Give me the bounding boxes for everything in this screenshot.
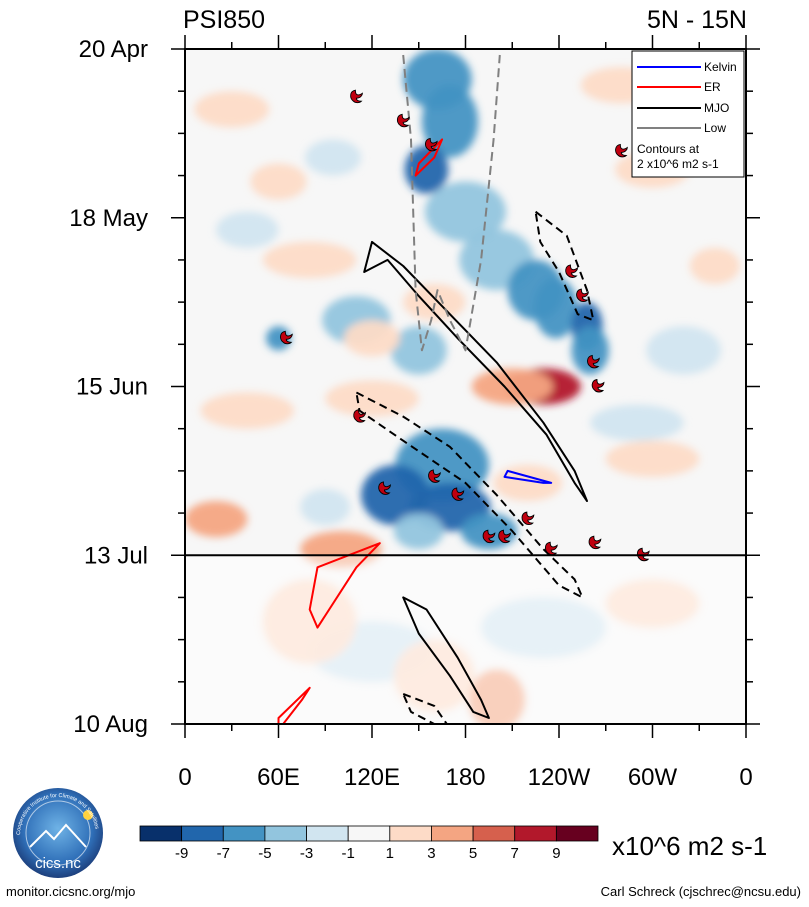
kelvin-contour	[503, 469, 553, 484]
mjo-contour-negative	[402, 692, 448, 724]
logo-mountains	[29, 823, 87, 848]
logo-wordmark: cics.nc	[35, 855, 81, 872]
anomaly-blob	[343, 320, 401, 357]
anomaly-blob	[300, 531, 382, 568]
colorbar-swatch	[264, 825, 307, 842]
colorbar-label: -5	[258, 845, 271, 862]
logo-satellite-icon	[83, 810, 93, 820]
legend-note-line1: Contours at	[637, 142, 700, 156]
colorbar-swatch	[139, 825, 183, 842]
er-contour	[414, 138, 444, 177]
legend: Kelvin ER MJO Low Contours at 2 x10^6 m2…	[631, 50, 745, 178]
legend-note-line2: 2 x10^6 m2 s-1	[637, 157, 719, 171]
colorbar-swatch	[306, 825, 349, 842]
mjo-contour-negative	[534, 210, 595, 322]
colorbar-swatch	[347, 825, 391, 842]
mjo-contour	[363, 240, 588, 502]
colorbar-label: -1	[342, 845, 355, 862]
anomaly-blob	[424, 181, 507, 242]
colorbar-label: 5	[469, 845, 477, 862]
y-tick-label: 13 Jul	[84, 542, 148, 569]
x-axis-labels: 0 60E 120E 180 120W 60W 0	[178, 764, 752, 791]
anomaly-blob	[460, 513, 517, 550]
x-tick-label: 180	[445, 764, 485, 791]
colorbar-label: 3	[427, 845, 435, 862]
mjo-contour	[402, 596, 490, 719]
axis-ticks	[171, 35, 760, 738]
anomaly-blob	[216, 211, 279, 248]
anomaly-blob	[404, 145, 449, 194]
title-right: 5N - 15N	[647, 6, 747, 34]
colorbar-swatch	[555, 825, 599, 842]
anomaly-blob	[250, 163, 307, 200]
anomaly-blob	[300, 488, 351, 526]
anomaly-blob	[590, 404, 684, 441]
legend-label-er: ER	[704, 80, 721, 94]
anomaly-blob	[471, 368, 553, 405]
colorbar-swatch	[514, 825, 557, 842]
footer-source-url: monitor.cicsnc.org/mjo	[6, 884, 136, 899]
mjo-contour-negative	[355, 391, 584, 599]
er-contour	[277, 686, 311, 724]
colorbar-label: -3	[300, 845, 313, 862]
anomaly-blob	[393, 513, 444, 550]
x-tick-label: 120E	[344, 764, 400, 791]
x-tick-label: 0	[178, 764, 191, 791]
y-tick-label: 10 Aug	[73, 711, 148, 738]
low-contour	[402, 54, 501, 352]
colorbar-units: x10^6 m2 s-1	[612, 831, 767, 861]
title-left: PSI850	[183, 6, 265, 34]
legend-label-mjo: MJO	[704, 101, 729, 115]
anomaly-blob	[390, 326, 447, 375]
colorbar-swatch	[472, 825, 516, 842]
colorbar-swatch	[431, 825, 474, 842]
anomaly-blob	[421, 85, 478, 158]
anomaly-blob	[646, 326, 722, 375]
anomaly-blob	[304, 139, 362, 176]
colorbar-label: -7	[217, 845, 230, 862]
anomaly-blob	[605, 579, 700, 628]
colorbar-labels: -9 -7 -5 -3 -1 1 3 5 7 9	[175, 845, 561, 862]
anomaly-blob	[393, 639, 475, 712]
legend-label-low: Low	[704, 121, 726, 135]
colorbar-swatch	[222, 825, 266, 842]
anomaly-blob	[194, 91, 270, 128]
y-tick-label: 18 May	[69, 205, 148, 232]
y-tick-label: 15 Jun	[76, 374, 148, 401]
anomaly-blob	[571, 326, 609, 375]
colorbar-label: 7	[511, 845, 519, 862]
wave-contours	[277, 54, 595, 724]
colorbar-label: 9	[552, 845, 560, 862]
y-axis-labels: 20 Apr 18 May 15 Jun 13 Jul 10 Aug	[69, 36, 148, 738]
forecast-shade	[185, 556, 746, 724]
x-tick-label: 60W	[628, 764, 678, 791]
colorbar-swatch	[181, 825, 224, 842]
anomaly-blob	[325, 380, 419, 417]
footer-author: Carl Schreck (cjschrec@ncsu.edu)	[600, 884, 801, 899]
anomaly-blob	[262, 579, 357, 664]
anomaly-blob	[468, 669, 525, 724]
colorbar	[139, 825, 599, 842]
x-tick-label: 60E	[257, 764, 300, 791]
anomaly-blob	[493, 464, 563, 502]
anomaly-blob	[481, 597, 606, 658]
legend-label-kelvin: Kelvin	[704, 60, 737, 74]
anomaly-blob	[262, 241, 357, 279]
x-tick-label: 120W	[528, 764, 591, 791]
colorbar-label: 1	[386, 845, 394, 862]
colorbar-swatch	[389, 825, 432, 842]
er-contour	[308, 542, 381, 629]
anomaly-blob	[689, 247, 740, 285]
y-tick-label: 20 Apr	[79, 36, 148, 63]
cicsnc-logo: Cooperative Institute for Climate and Sa…	[13, 788, 103, 878]
x-tick-label: 0	[739, 764, 752, 791]
anomaly-blob	[605, 440, 700, 477]
anomaly-blob	[185, 501, 248, 538]
anomaly-blob	[200, 392, 295, 429]
colorbar-label: -9	[175, 845, 188, 862]
anomaly-blob	[534, 278, 578, 339]
